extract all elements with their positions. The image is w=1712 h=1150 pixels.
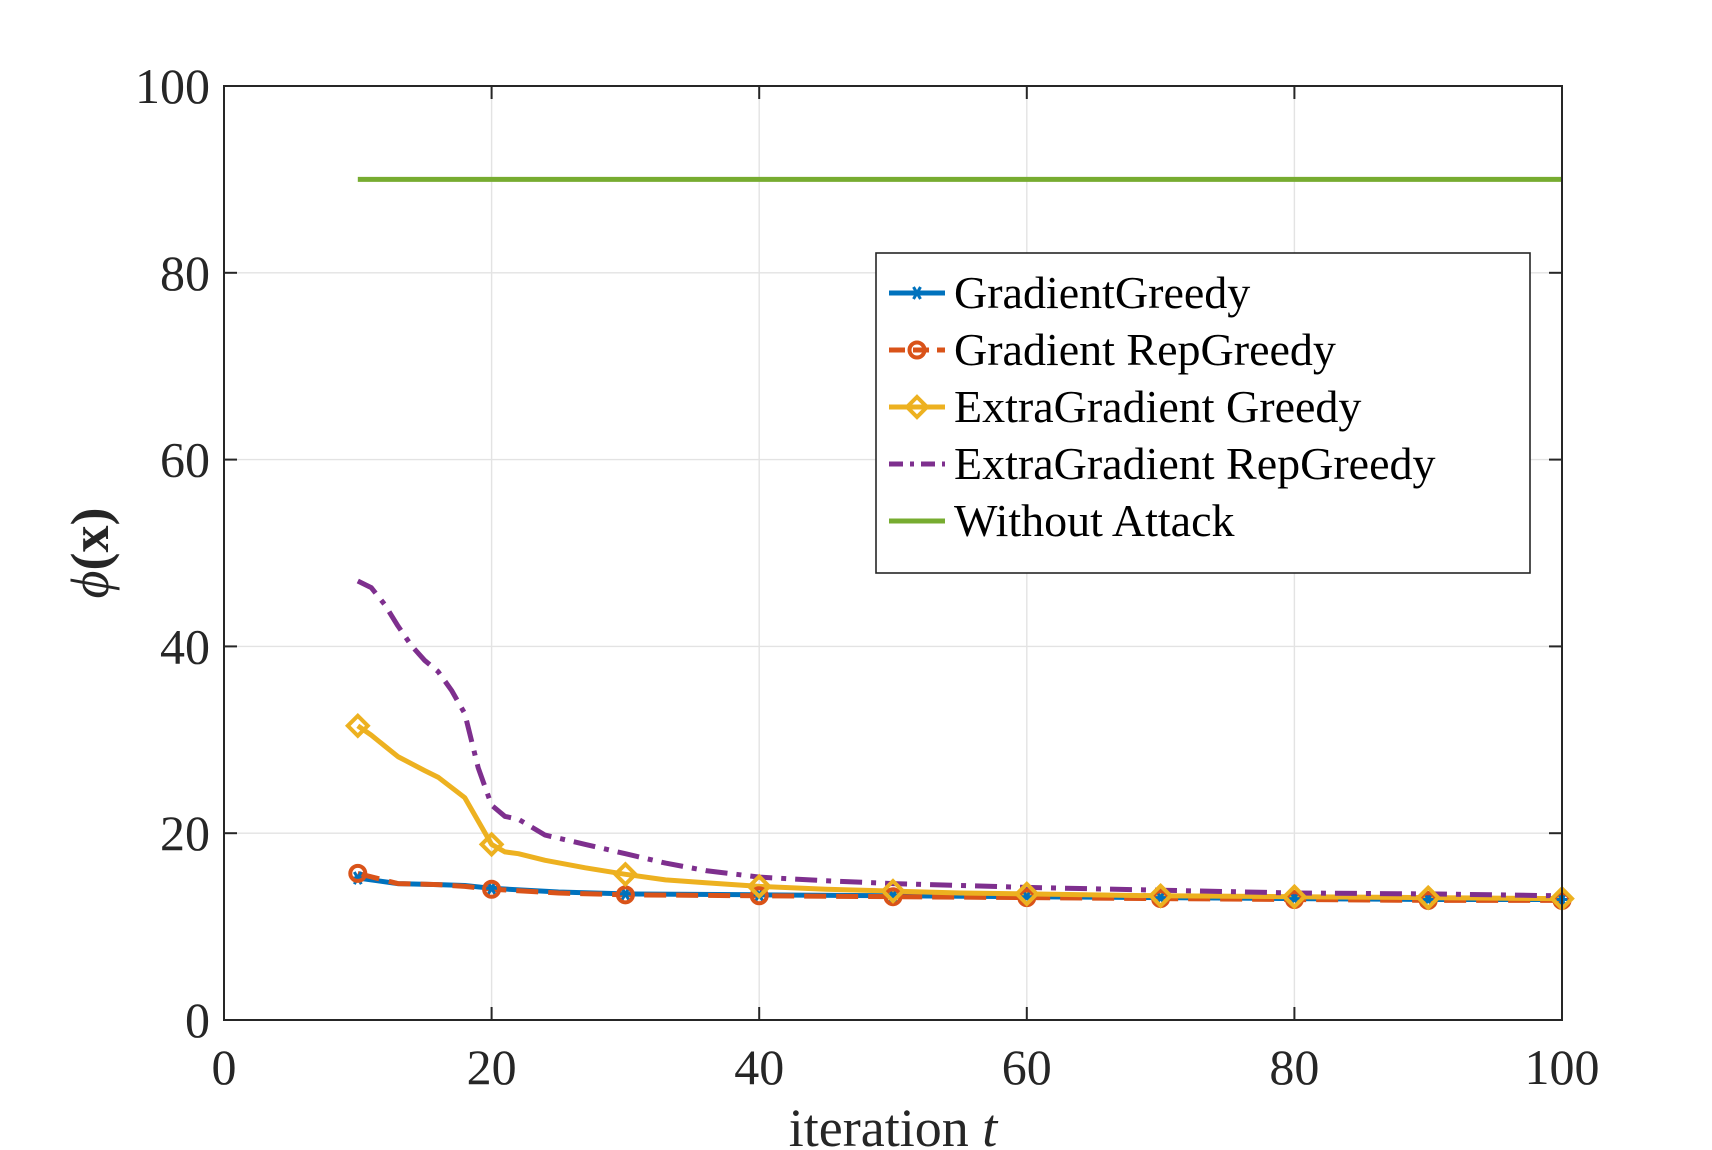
ticks: [223, 85, 1563, 1021]
series-extragradient-repgreedy: [356, 578, 1563, 899]
marker-gradient-repgreedy: [749, 886, 769, 906]
legend-label-gradientgreedy: GradientGreedy: [954, 267, 1250, 318]
series-gradient-repgreedy: [357, 870, 1562, 903]
legend-label-extragradient-greedy: ExtraGradient Greedy: [954, 381, 1361, 432]
marker-gradientgreedy: [484, 881, 499, 896]
y-tick-label: 80: [160, 245, 210, 301]
y-tick-label: 100: [135, 58, 210, 114]
x-tick-label: 80: [1269, 1039, 1319, 1095]
legend-label-without-attack: Without Attack: [954, 495, 1235, 546]
marker-gradient-repgreedy: [883, 887, 903, 907]
legend-label-gradient-repgreedy: Gradient RepGreedy: [954, 324, 1336, 375]
marker-gradient-repgreedy: [615, 885, 635, 905]
y-tick-label: 20: [160, 805, 210, 861]
legend: GradientGreedy Gradient RepGreedy ExtraGra…: [875, 252, 1531, 574]
marker-extragradient-greedy: [1147, 882, 1174, 909]
legend-box: [875, 252, 1531, 574]
x-tick-label: 20: [467, 1039, 517, 1095]
series-group: [356, 176, 1563, 903]
marker-extragradient-greedy: [880, 878, 906, 904]
marker-extragradient-greedy: [1013, 881, 1040, 907]
y-tick-label: 40: [160, 618, 210, 674]
marker-extragradient-greedy: [746, 873, 773, 900]
y-tick-label: 60: [160, 432, 210, 488]
legend-label-extragradient-repgreedy: ExtraGradient RepGreedy: [954, 438, 1436, 489]
marker-extragradient-greedy: [612, 861, 639, 888]
x-tick-label: 0: [212, 1039, 237, 1095]
series-extragradient-greedy: [356, 723, 1563, 902]
marker-gradientgreedy: [618, 887, 633, 901]
x-axis-label: iteration t: [789, 1098, 999, 1150]
y-axis-label: ϕ(x): [60, 508, 120, 599]
legend-marker-gradient-repgreedy: [907, 340, 927, 360]
marker-extragradient-greedy: [344, 712, 371, 739]
x-tick-label: 40: [734, 1039, 784, 1095]
markers-group: [344, 712, 1575, 912]
legend-entries: GradientGreedy Gradient RepGreedy ExtraGra…: [889, 267, 1436, 546]
x-tick-label: 60: [1002, 1039, 1052, 1095]
marker-gradient-repgreedy: [482, 879, 502, 899]
x-tick-label: 100: [1525, 1039, 1600, 1095]
axes-frame: [223, 85, 1563, 1021]
y-tick-label: 0: [185, 992, 210, 1048]
marker-extragradient-greedy: [1281, 883, 1308, 910]
tick-labels: 0 20 40 60 80 100 0 20 40 60 80 100: [135, 58, 1600, 1095]
marker-extragradient-greedy: [478, 831, 505, 858]
legend-marker-gradientgreedy: [910, 286, 924, 300]
legend-marker-extragradient-greedy: [904, 394, 930, 420]
marker-gradient-repgreedy: [348, 863, 368, 883]
marker-extragradient-greedy: [1415, 884, 1442, 911]
